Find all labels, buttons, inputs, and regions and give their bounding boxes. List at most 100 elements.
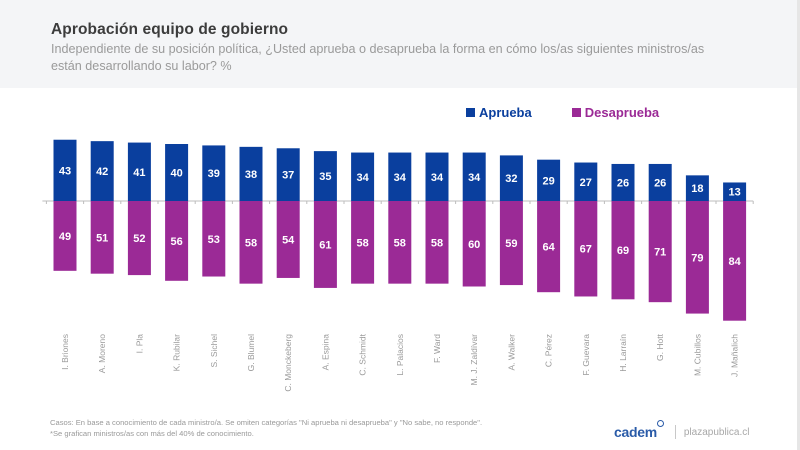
- logo-text: cadem: [614, 424, 657, 440]
- data-label-aprueba: 27: [580, 177, 592, 189]
- bar-aprueba: [127, 142, 151, 201]
- data-label-aprueba: 40: [170, 168, 182, 180]
- bar-aprueba: [537, 159, 561, 201]
- bar-aprueba: [313, 151, 337, 201]
- data-label-aprueba: 39: [208, 168, 220, 180]
- category-label: F. Ward: [432, 334, 442, 363]
- data-label-desaprueba: 79: [691, 252, 703, 264]
- data-label-desaprueba: 71: [654, 247, 666, 259]
- bar-aprueba: [90, 141, 114, 201]
- bar-desaprueba: [239, 201, 263, 284]
- data-label-desaprueba: 56: [170, 236, 182, 248]
- category-label: J. Mañalich: [730, 334, 740, 377]
- legend-label-desaprueba: Desaprueba: [584, 105, 660, 120]
- bar-desaprueba: [723, 201, 747, 321]
- bar-desaprueba: [165, 201, 189, 281]
- logo-dot-icon: [656, 420, 664, 427]
- data-label-aprueba: 34: [356, 172, 369, 184]
- brand-divider: [674, 425, 676, 439]
- data-label-aprueba: 34: [431, 172, 444, 184]
- data-label-desaprueba: 67: [580, 244, 592, 256]
- category-label: C. Schmidt: [358, 333, 368, 375]
- data-label-desaprueba: 60: [468, 239, 480, 251]
- bar-desaprueba: [574, 201, 598, 297]
- site-link[interactable]: plazapublica.cl: [683, 426, 750, 438]
- bar-desaprueba: [499, 201, 523, 286]
- data-label-aprueba: 34: [394, 172, 407, 184]
- bar-aprueba: [574, 162, 598, 201]
- bar-aprueba: [202, 145, 226, 201]
- data-label-desaprueba: 54: [282, 234, 295, 246]
- bar-desaprueba: [685, 201, 709, 314]
- bar-desaprueba: [276, 201, 300, 278]
- data-label-aprueba: 35: [319, 171, 331, 183]
- bar-aprueba: [611, 163, 635, 201]
- legend-item-desaprueba: Desaprueba: [571, 105, 660, 120]
- bar-desaprueba: [127, 201, 151, 276]
- category-label: I. Briones: [60, 334, 70, 370]
- data-label-desaprueba: 61: [319, 239, 331, 251]
- data-label-aprueba: 42: [96, 166, 108, 178]
- category-label: H. Larraín: [618, 334, 628, 372]
- bar-desaprueba: [462, 201, 486, 287]
- data-label-desaprueba: 49: [59, 231, 71, 243]
- data-label-desaprueba: 69: [617, 245, 629, 257]
- data-label-desaprueba: 84: [728, 256, 741, 268]
- bar-aprueba: [499, 155, 523, 201]
- bar-aprueba: [53, 139, 77, 201]
- data-label-aprueba: 37: [282, 170, 294, 182]
- legend-swatch-desaprueba: [571, 108, 581, 117]
- footnote: Casos: En base a conocimiento de cada mi…: [50, 417, 482, 439]
- data-label-desaprueba: 59: [505, 238, 517, 250]
- data-label-desaprueba: 58: [394, 237, 406, 249]
- bar-aprueba: [425, 152, 449, 201]
- bar-aprueba: [648, 163, 672, 201]
- bar-aprueba: [239, 146, 263, 201]
- footnote-line-1: Casos: En base a conocimiento de cada mi…: [50, 418, 483, 427]
- data-label-aprueba: 13: [728, 187, 740, 199]
- bar-chart: 43 42 41 40 39 38 37 35 34 34 34 34 32 29 27 26 26 18 13 49…: [42, 139, 754, 392]
- data-label-desaprueba: 58: [356, 237, 368, 249]
- bar-desaprueba: [611, 201, 635, 300]
- bar-aprueba: [723, 182, 747, 201]
- bar-desaprueba: [351, 201, 375, 284]
- category-label: A. Walker: [506, 334, 516, 371]
- data-label-desaprueba: 52: [133, 233, 145, 245]
- bar-aprueba: [388, 152, 412, 201]
- bar-desaprueba: [425, 201, 449, 284]
- data-label-desaprueba: 53: [208, 234, 220, 246]
- header: Aprobación equipo de gobierno Independie…: [0, 0, 800, 88]
- data-label-desaprueba: 58: [431, 237, 443, 249]
- data-label-aprueba: 34: [468, 172, 481, 184]
- legend: Aprueba Desaprueba: [466, 105, 659, 120]
- category-label: F. Guevara: [581, 334, 591, 376]
- bar-desaprueba: [537, 201, 561, 293]
- data-label-desaprueba: 64: [542, 242, 555, 254]
- data-label-desaprueba: 51: [96, 232, 108, 244]
- category-label: C. Pérez: [544, 334, 554, 367]
- chart-subtitle: Independiente de su posición política, ¿…: [51, 42, 705, 73]
- bar-desaprueba: [648, 201, 672, 303]
- bar-aprueba: [685, 175, 709, 201]
- data-label-aprueba: 43: [59, 165, 71, 177]
- legend-swatch-aprueba: [466, 108, 475, 117]
- category-label: S. Sichel: [209, 334, 219, 368]
- bar-aprueba: [351, 152, 375, 201]
- bar-desaprueba: [388, 201, 412, 284]
- data-label-aprueba: 18: [691, 183, 703, 195]
- category-label: I. Pla: [134, 334, 144, 354]
- category-label: K. Rubilar: [172, 334, 182, 371]
- data-label-desaprueba: 58: [245, 237, 257, 249]
- data-label-aprueba: 26: [617, 177, 629, 189]
- bar-aprueba: [165, 144, 189, 201]
- data-label-aprueba: 38: [245, 169, 257, 181]
- bar-desaprueba: [53, 201, 77, 271]
- data-label-aprueba: 41: [133, 167, 145, 179]
- brand: cadem plazapublica.cl: [614, 420, 750, 440]
- data-label-aprueba: 32: [505, 173, 517, 185]
- bar-desaprueba: [202, 201, 226, 277]
- category-label: M. Cubillos: [692, 334, 702, 376]
- bar-desaprueba: [90, 201, 114, 274]
- bar-desaprueba: [313, 201, 337, 288]
- category-label: L. Palacios: [395, 334, 405, 376]
